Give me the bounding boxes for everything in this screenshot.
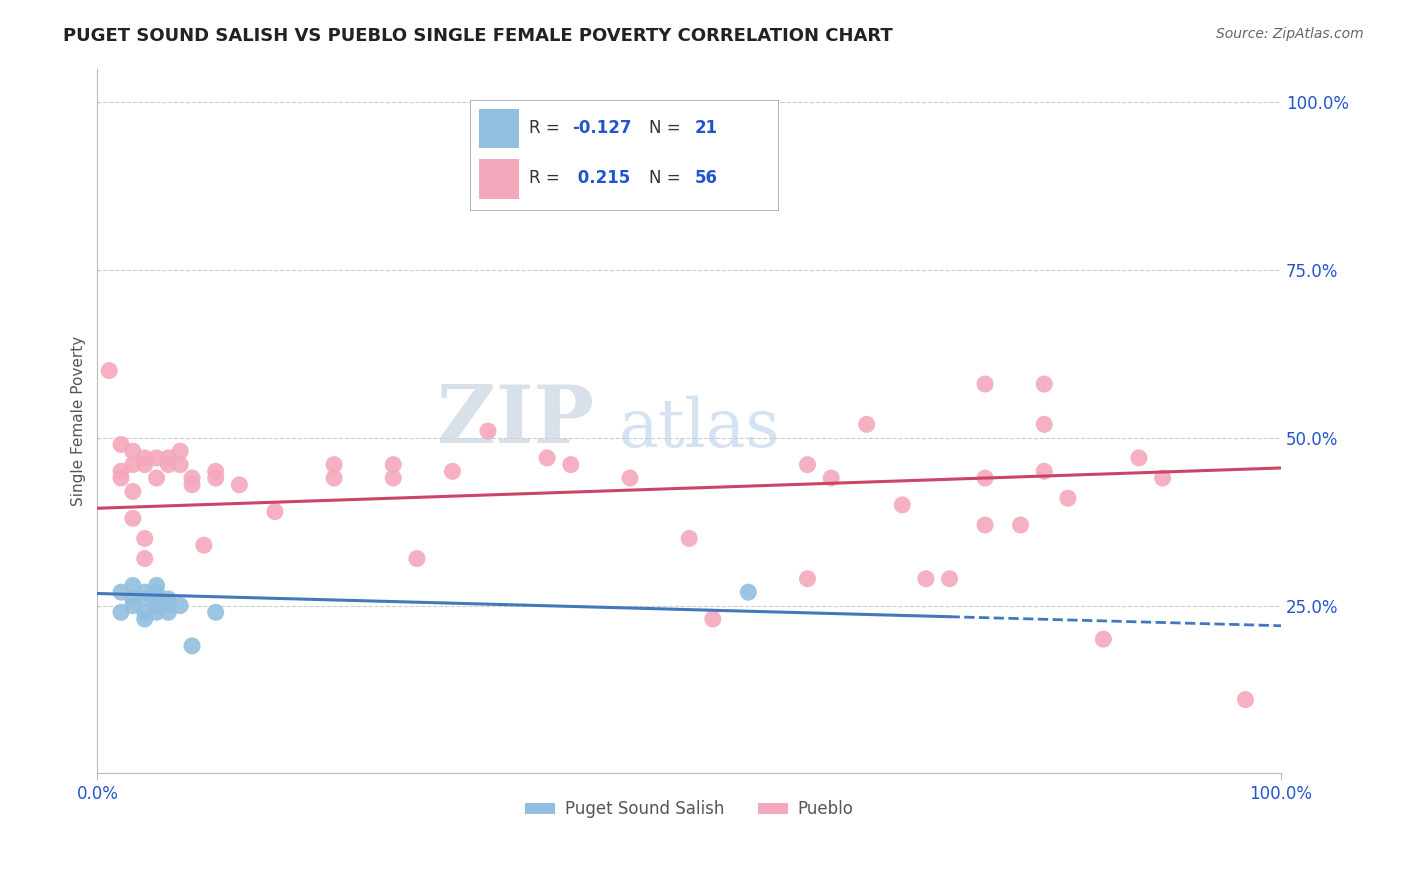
Point	[181, 477, 204, 491]
Point	[145, 605, 167, 619]
Point	[938, 572, 960, 586]
Point	[1152, 471, 1174, 485]
Point	[110, 585, 132, 599]
Point	[169, 444, 191, 458]
Point	[121, 511, 143, 525]
Point	[1092, 632, 1115, 647]
Point	[145, 599, 167, 613]
Point	[169, 458, 191, 472]
Point	[382, 458, 405, 472]
Point	[121, 599, 143, 613]
Y-axis label: Single Female Poverty: Single Female Poverty	[72, 336, 86, 506]
Point	[228, 477, 250, 491]
Point	[560, 458, 582, 472]
Point	[1033, 417, 1056, 432]
Point	[169, 599, 191, 613]
Point	[323, 458, 346, 472]
Point	[134, 591, 156, 606]
Point	[702, 612, 724, 626]
Text: ZIP: ZIP	[437, 382, 595, 460]
Point	[181, 639, 204, 653]
Point	[145, 591, 167, 606]
Point	[134, 532, 156, 546]
Point	[678, 532, 700, 546]
Point	[121, 444, 143, 458]
Point	[1033, 377, 1056, 392]
Point	[145, 578, 167, 592]
Point	[891, 498, 914, 512]
Point	[110, 471, 132, 485]
Point	[134, 605, 156, 619]
Point	[145, 471, 167, 485]
Point	[1010, 518, 1032, 533]
Point	[157, 450, 180, 465]
Point	[1033, 464, 1056, 478]
Legend: Puget Sound Salish, Pueblo: Puget Sound Salish, Pueblo	[519, 794, 860, 825]
Point	[737, 585, 759, 599]
Point	[204, 471, 226, 485]
Point	[619, 471, 641, 485]
Point	[134, 585, 156, 599]
Point	[134, 450, 156, 465]
Point	[323, 471, 346, 485]
Text: atlas: atlas	[619, 395, 780, 460]
Point	[974, 377, 997, 392]
Point	[406, 551, 429, 566]
Point	[157, 458, 180, 472]
Point	[110, 437, 132, 451]
Point	[110, 605, 132, 619]
Point	[974, 471, 997, 485]
Point	[974, 518, 997, 533]
Point	[157, 599, 180, 613]
Point	[820, 471, 842, 485]
Point	[157, 605, 180, 619]
Point	[204, 605, 226, 619]
Point	[134, 458, 156, 472]
Text: Source: ZipAtlas.com: Source: ZipAtlas.com	[1216, 27, 1364, 41]
Point	[855, 417, 877, 432]
Point	[477, 424, 499, 438]
Point	[915, 572, 938, 586]
Point	[796, 572, 818, 586]
Point	[1234, 692, 1257, 706]
Point	[134, 551, 156, 566]
Point	[121, 591, 143, 606]
Point	[264, 505, 287, 519]
Point	[193, 538, 215, 552]
Point	[121, 578, 143, 592]
Text: PUGET SOUND SALISH VS PUEBLO SINGLE FEMALE POVERTY CORRELATION CHART: PUGET SOUND SALISH VS PUEBLO SINGLE FEMA…	[63, 27, 893, 45]
Point	[181, 471, 204, 485]
Point	[110, 464, 132, 478]
Point	[204, 464, 226, 478]
Point	[98, 363, 121, 377]
Point	[145, 450, 167, 465]
Point	[157, 591, 180, 606]
Point	[145, 585, 167, 599]
Point	[121, 458, 143, 472]
Point	[796, 458, 818, 472]
Point	[382, 471, 405, 485]
Point	[441, 464, 464, 478]
Point	[1128, 450, 1150, 465]
Point	[121, 484, 143, 499]
Point	[134, 612, 156, 626]
Point	[1057, 491, 1080, 505]
Point	[536, 450, 558, 465]
